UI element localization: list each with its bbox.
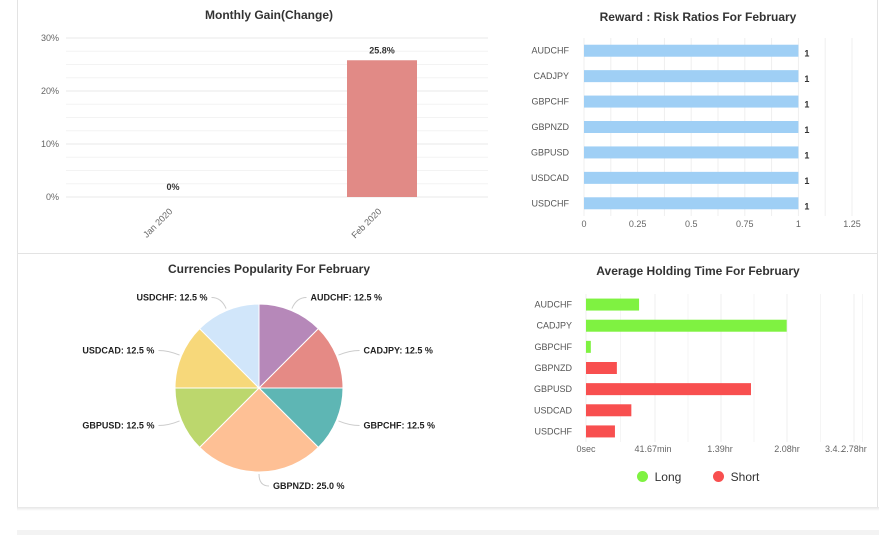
bar-cadjpy — [584, 70, 799, 83]
y-tick-label: USDCHF — [535, 426, 573, 436]
bar-gbpchf — [586, 340, 591, 353]
popularity-panel: Currencies Popularity For February AUDCH… — [17, 253, 521, 509]
y-tick-label: GBPNZD — [534, 363, 572, 373]
y-tick-label: GBPUSD — [534, 384, 573, 394]
data-label: 1 — [804, 125, 809, 135]
risk-ratio-title: Reward : Risk Ratios For February — [599, 10, 797, 24]
x-tick-label: 3.4... — [825, 444, 845, 454]
pie-slice-gbpchf — [257, 387, 344, 449]
x-tick-label: 1 — [796, 219, 801, 229]
pie-connector — [258, 473, 270, 487]
pie-label-cadjpy: CADJPY: 12.5 % — [364, 345, 433, 355]
y-tick-label: 30% — [41, 33, 59, 43]
risk-ratio-chart: 0 0.25 0.5 0.75 1 1.25 AUDCHF 1 CADJPY 1 GBPCHF 1 GB… — [531, 38, 861, 229]
legend-label-long: Long — [654, 470, 682, 484]
x-tick-label: 0.5 — [685, 219, 698, 229]
y-tick-label: USDCAD — [531, 173, 570, 183]
x-tick-label: 2.78hr — [841, 444, 867, 454]
legend-dot-short — [712, 471, 724, 482]
monthly-gain-chart: 0% 10% 20% 30% 0% Jan 2020 25.8% Feb 2020 — [41, 33, 488, 240]
pie-slice-cadjpy — [257, 327, 344, 389]
monthly-gain-title: Monthly Gain(Change) — [205, 8, 333, 22]
pie-slice-usdchf — [198, 303, 260, 390]
legend-dot-long — [636, 471, 648, 482]
y-tick-label: AUDCHF — [535, 300, 573, 310]
x-tick-label: 0 — [581, 219, 586, 229]
x-tick-label: 1.39hr — [707, 444, 733, 454]
pie-slice-audchf — [258, 303, 320, 390]
data-label: 25.8% — [369, 45, 395, 55]
y-tick-label: USDCHF — [532, 198, 570, 208]
x-tick-label: 0sec — [576, 444, 596, 454]
pie-slice-gbpusd — [174, 387, 261, 449]
pie-label-audchf: AUDCHF: 12.5 % — [311, 292, 383, 302]
bar-usdcad — [586, 404, 632, 417]
risk-ratio-panel: Reward : Risk Ratios For February 0 0.25 0… — [519, 0, 878, 253]
data-label: 1 — [804, 100, 809, 110]
pie-label-usdchf: USDCHF: 12.5 % — [136, 292, 207, 302]
pie-connector — [158, 420, 180, 427]
data-label: 1 — [804, 49, 809, 59]
y-tick-label: GBPCHF — [531, 97, 569, 107]
panel-shadow — [17, 507, 879, 511]
holding-time-legend: Long Short — [519, 470, 877, 484]
pie-label-gbpnzd: GBPNZD: 25.0 % — [273, 481, 345, 491]
y-tick-label: 20% — [41, 86, 59, 96]
bar-gbpusd — [586, 383, 751, 396]
y-tick-label: GBPCHF — [534, 342, 572, 352]
bar-gbpchf — [584, 95, 799, 108]
bar-gbpnzd — [586, 362, 617, 374]
x-tick-label: 41.67min — [634, 444, 671, 454]
y-tick-label: CADJPY — [533, 71, 569, 81]
x-tick-label: 2.08hr — [774, 444, 800, 454]
y-tick-label: GBPNZD — [531, 122, 569, 132]
bar-audchf — [584, 44, 799, 57]
bar-gbpusd — [584, 146, 799, 159]
pie-connector — [338, 349, 360, 356]
y-tick-label: AUDCHF — [532, 46, 570, 56]
y-tick-label: CADJPY — [536, 321, 572, 331]
data-label: 0% — [166, 182, 179, 192]
pie-slice-gbpnzd — [198, 387, 320, 473]
pie-slice-usdcad — [174, 327, 261, 389]
holding-time-panel: Average Holding Time For February 0sec 41… — [519, 253, 878, 509]
legend-label-short: Short — [730, 470, 760, 484]
pie-connector — [211, 296, 227, 309]
pie-label-gbpchf: GBPCHF: 12.5 % — [364, 421, 436, 431]
y-tick-label: 10% — [41, 139, 59, 149]
monthly-gain-panel: Monthly Gain(Change) 0% 10% 20% 30% 0% Jan 20… — [17, 0, 521, 253]
bar-gbpnzd — [584, 121, 799, 133]
x-tick-label: 0.75 — [736, 219, 754, 229]
popularity-chart: AUDCHF: 12.5 % CADJPY: 12.5 % GBPCHF: 12.5… — [82, 292, 436, 491]
pie-connector — [338, 420, 360, 427]
bar-usdcad — [584, 171, 799, 184]
x-tick-label: Feb 2020 — [349, 206, 383, 240]
y-tick-label: GBPUSD — [531, 147, 570, 157]
y-tick-label: 0% — [46, 192, 59, 202]
popularity-title: Currencies Popularity For February — [167, 262, 371, 276]
data-label: 1 — [804, 74, 809, 84]
data-label: 1 — [804, 176, 809, 186]
bar-usdchf — [586, 425, 615, 438]
bar-feb-2020 — [347, 60, 417, 198]
x-tick-label: Jan 2020 — [141, 206, 174, 239]
bottom-bar — [17, 530, 879, 535]
pie-label-usdcad: USDCAD: 12.5 % — [82, 345, 154, 355]
x-tick-label: 1.25 — [843, 219, 861, 229]
legend-item-long[interactable]: Long — [636, 470, 682, 484]
data-label: 1 — [804, 150, 809, 160]
pie-connector — [291, 296, 307, 309]
legend-item-short[interactable]: Short — [712, 470, 760, 484]
x-tick-label: 0.25 — [629, 219, 647, 229]
pie-connector — [158, 349, 180, 356]
bar-usdchf — [584, 197, 799, 210]
data-label: 1 — [804, 201, 809, 211]
holding-time-title: Average Holding Time For February — [596, 264, 800, 278]
y-tick-label: USDCAD — [534, 405, 573, 415]
pie-label-gbpusd: GBPUSD: 12.5 % — [82, 421, 154, 431]
bar-cadjpy — [586, 319, 787, 332]
bar-audchf — [586, 298, 640, 311]
